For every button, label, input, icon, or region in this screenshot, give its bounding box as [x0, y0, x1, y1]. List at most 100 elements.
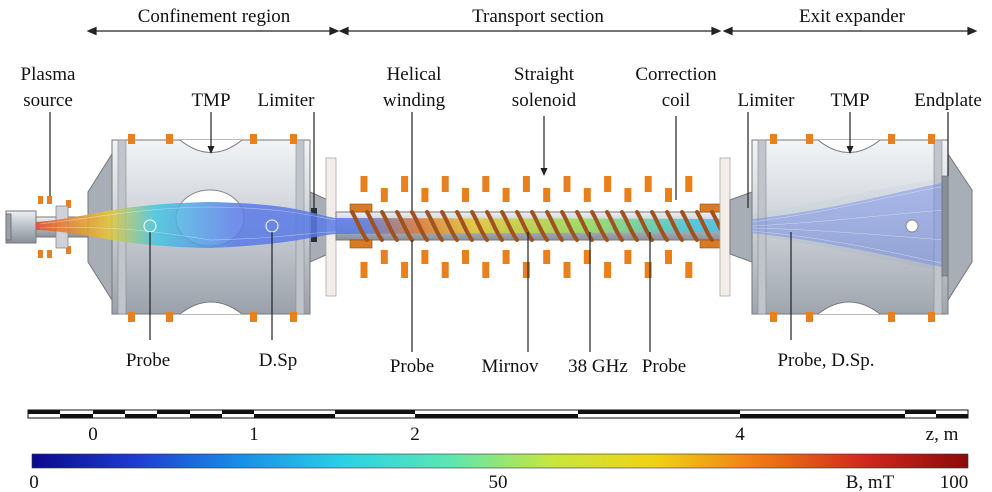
solenoid-coil-top [462, 188, 469, 202]
transport-exit-flange [719, 157, 731, 297]
helix-turn [395, 210, 414, 242]
solenoid-coil-bottom [482, 262, 490, 278]
plasma-source-label-line2: source [23, 90, 73, 111]
leader-lines [49, 112, 949, 352]
solenoid-coil-bottom [685, 262, 693, 278]
exit-window [905, 219, 919, 233]
bottom-labels: Probe D.Sp Probe Mirnov 38 GHz Probe Pro… [126, 350, 875, 377]
z-scale-segment [936, 414, 968, 418]
helix-turn [545, 210, 564, 242]
z-scale-segment [157, 410, 190, 414]
section-transport-label: Transport section [472, 6, 604, 27]
b-colorbar: 0 50 B, mT 100 [29, 453, 969, 492]
b-min-label: 0 [29, 472, 39, 492]
z-scale-segment [125, 414, 157, 418]
helix-turn [560, 210, 579, 242]
b-mid-label: 50 [489, 472, 508, 492]
helix-turn [575, 210, 594, 242]
z-unit-label: z, m [926, 424, 959, 445]
dsp-label: D.Sp [259, 350, 298, 371]
solenoid-coil-top [685, 176, 693, 192]
helix-turn [485, 210, 504, 242]
z-scale-segment [578, 410, 740, 414]
solenoid-coil-top [522, 176, 530, 192]
z-tick-0: 0 [88, 424, 98, 445]
solenoid-coil-top [441, 176, 449, 192]
helix-turn [515, 210, 534, 242]
solenoid-coil-top [665, 188, 672, 202]
probe-2-label: Probe [390, 356, 434, 377]
solenoid-coil-bottom [421, 250, 429, 264]
exit-plasma-fan [752, 182, 946, 268]
helix-turn [695, 210, 714, 242]
probe-3-label: Probe [642, 356, 686, 377]
helical-winding-label-line2: winding [383, 90, 446, 111]
helix-turn [650, 210, 669, 242]
solenoid-coil-bottom [604, 262, 612, 278]
z-scale-segment [335, 410, 415, 414]
mirnov-label: Mirnov [482, 356, 540, 377]
helix-turn [665, 210, 684, 242]
helix-turn [350, 210, 369, 242]
correction-coil-block [349, 239, 373, 249]
z-tick-4: 4 [735, 424, 745, 445]
z-scale-bar: 0 1 2 4 z, m [27, 409, 969, 445]
limiter-right-label: Limiter [738, 90, 796, 111]
z-scale-segment [254, 414, 335, 418]
b-unit-label: B, mT [846, 472, 895, 492]
b-max-label: 100 [940, 472, 969, 492]
z-scale-segments [28, 410, 968, 418]
helix-turn [365, 210, 384, 242]
correction-coil-label-line2: coil [662, 90, 691, 111]
tmp-right-label: TMP [830, 90, 869, 111]
solenoid-coil-bottom [522, 262, 530, 278]
z-scale-segment [740, 414, 905, 418]
helix-turn [605, 210, 624, 242]
helix-turn [470, 210, 489, 242]
z-scale-segment [190, 414, 222, 418]
z-scale-segment [28, 410, 60, 414]
helix-turn [620, 210, 639, 242]
ghz-label: 38 GHz [568, 356, 628, 377]
solenoid-coil-bottom [360, 262, 368, 278]
helix-turn [380, 210, 399, 242]
helix-turn [410, 210, 429, 242]
solenoid-coil-top [401, 176, 409, 192]
z-scale-segment [93, 410, 125, 414]
solenoid-coil-top [360, 176, 368, 192]
solenoid-coil-top [604, 176, 612, 192]
helix-turn [590, 210, 609, 242]
solenoid-coil-bottom [563, 262, 571, 278]
section-exit-label: Exit expander [799, 6, 906, 27]
solenoid-coil-top [502, 188, 510, 202]
solenoid-coil-top [380, 188, 388, 202]
solenoid-coil-top [563, 176, 571, 192]
solenoid-coil-top [583, 188, 591, 202]
solenoid-coil-bottom [583, 250, 591, 264]
helix-turn [680, 210, 699, 242]
solenoid-coil-bottom [401, 262, 409, 278]
solenoid-coil-bottom [644, 262, 652, 278]
probe-1-label: Probe [126, 350, 170, 371]
solenoid-coil-top [482, 176, 490, 192]
solenoid-coil-bottom [462, 250, 469, 264]
leader-arrowheads [207, 146, 854, 176]
exit-field-lines [751, 185, 947, 265]
straight-solenoid-label-line2: solenoid [512, 90, 577, 111]
solenoid-coil-top [644, 176, 652, 192]
correction-coil-block [349, 203, 373, 213]
helix-turn [530, 210, 549, 242]
helix-turn [635, 210, 654, 242]
z-scale-segment [60, 414, 93, 418]
section-confinement-label: Confinement region [138, 6, 291, 27]
straight-solenoid-label-line1: Straight [514, 64, 575, 85]
top-labels: Plasma source TMP Limiter Helical windin… [21, 64, 982, 111]
z-scale-segment [905, 410, 936, 414]
solenoid-coil-top [421, 188, 429, 202]
probe-dsp-label: Probe, D.Sp. [777, 350, 874, 371]
plasma-source-label-line1: Plasma [21, 64, 76, 85]
section-arrows [86, 26, 978, 36]
helix-turn [425, 210, 444, 242]
z-scale-segment [415, 414, 578, 418]
